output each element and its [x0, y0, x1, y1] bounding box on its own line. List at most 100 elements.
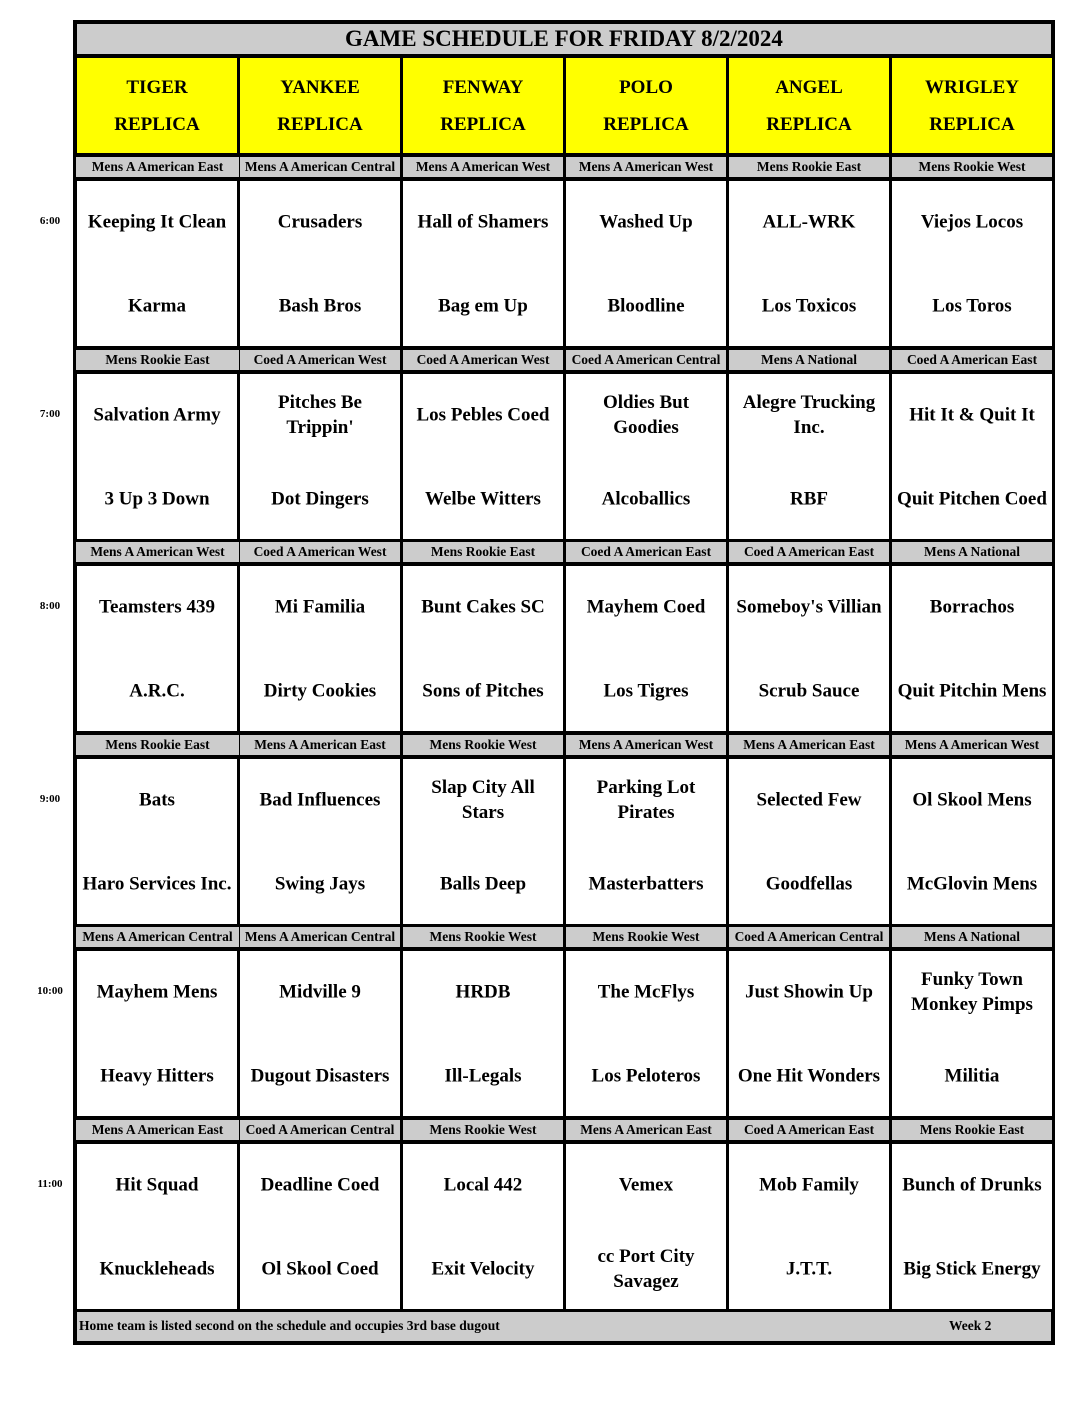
field-name-line: ANGEL	[775, 76, 843, 98]
division-label: Mens A American East	[240, 734, 400, 755]
game-cell: Mob Family J.T.T.	[729, 1143, 889, 1309]
time-label: 9:00	[39, 792, 61, 805]
team-away: Slap City All Stars	[431, 776, 535, 823]
game-cell: Keeping It Clean Karma	[77, 181, 237, 346]
team-away: Bad Influences	[259, 789, 381, 810]
team-home: Masterbatters	[588, 873, 704, 894]
team-home: Dirty Cookies	[263, 680, 377, 702]
division-label: Mens Rookie East	[76, 349, 239, 370]
team-away: Salvation Army	[93, 404, 221, 425]
division-label: Coed A American West	[403, 349, 563, 370]
division-label: Mens A American West	[566, 157, 726, 177]
team-home: Exit Velocity	[431, 1258, 535, 1279]
division-label: Mens A American East	[729, 734, 889, 755]
team-home: Swing Jays	[274, 873, 366, 894]
division-label: Mens A American West	[566, 734, 726, 755]
team-home: Los Peloteros	[591, 1065, 701, 1087]
team-home: Ill-Legals	[444, 1065, 522, 1087]
week-label: Week 2	[949, 1318, 992, 1333]
division-label: Coed A American Central	[566, 349, 726, 370]
game-cell: HRDB Ill-Legals	[403, 951, 563, 1116]
team-away: Hit Squad	[115, 1174, 199, 1195]
game-cell: Viejos Locos Los Toros	[892, 181, 1052, 346]
team-away: Funky Town Monkey Pimps	[911, 969, 1033, 1015]
team-home: Haro Services Inc.	[82, 873, 232, 894]
division-label: Mens Rookie West	[892, 157, 1052, 177]
team-away: Washed Up	[599, 211, 693, 233]
game-cell: Local 442 Exit Velocity	[403, 1143, 563, 1309]
game-cell: Hall of Shamers Bag em Up	[403, 181, 563, 346]
game-cell: Mayhem Coed Los Tigres	[566, 566, 726, 731]
team-home: Los Tigres	[603, 680, 689, 702]
team-home: cc Port City Savagez	[597, 1245, 695, 1292]
game-cell: Someboy's Villian Scrub Sauce	[729, 566, 889, 731]
game-cell: Hit It & Quit It Quit Pitchen Coed	[892, 373, 1052, 539]
team-home: Los Toros	[932, 295, 1012, 317]
field-name-line: WRIGLEY	[925, 76, 1019, 98]
team-away: Selected Few	[756, 789, 862, 810]
team-away: Viejos Locos	[920, 211, 1024, 233]
team-home: Bloodline	[607, 295, 685, 317]
division-label: Mens Rookie West	[566, 927, 726, 947]
team-home: One Hit Wonders	[737, 1065, 881, 1087]
field-header: ANGEL REPLICA	[729, 58, 889, 153]
team-away: Mi Familia	[274, 596, 366, 618]
page-title: GAME SCHEDULE FOR FRIDAY 8/2/2024	[77, 24, 1051, 54]
time-label: 7:00	[39, 407, 61, 420]
team-home: RBF	[790, 488, 828, 509]
team-away: Just Showin Up	[745, 981, 873, 1003]
time-label: 6:00	[39, 215, 61, 227]
division-label: Mens A American Central	[240, 927, 400, 947]
division-label: Mens A American Central	[240, 157, 400, 177]
team-away: HRDB	[455, 981, 511, 1003]
game-cell: Selected Few Goodfellas	[729, 758, 889, 924]
team-away: Oldies But Goodies	[602, 391, 690, 438]
division-label: Coed A American West	[240, 349, 400, 370]
team-away: Alegre Trucking Inc.	[742, 391, 876, 438]
game-cell: Washed Up Bloodline	[566, 181, 726, 346]
field-header: YANKEE REPLICA	[240, 58, 400, 153]
team-away: The McFlys	[597, 981, 695, 1003]
team-home: Bash Bros	[278, 295, 362, 317]
field-name-line: REPLICA	[929, 113, 1015, 135]
division-label: Mens A American West	[403, 157, 563, 177]
field-header: POLO REPLICA	[566, 58, 726, 153]
team-away: Keeping It Clean	[87, 211, 227, 233]
team-home: Los Toxicos	[761, 295, 857, 317]
division-label: Mens A American East	[566, 1119, 726, 1140]
division-label: Mens A American West	[76, 542, 239, 562]
time-label: 10:00	[37, 985, 63, 997]
team-home: McGlovin Mens	[906, 873, 1038, 894]
team-away: Vemex	[618, 1174, 674, 1195]
team-away: Teamsters 439	[99, 596, 215, 618]
team-away: Mayhem Coed	[586, 596, 706, 618]
game-cell: Teamsters 439 A.R.C.	[77, 566, 237, 731]
team-home: Militia	[944, 1065, 1000, 1087]
team-home: Sons of Pitches	[422, 680, 544, 702]
field-header: WRIGLEY REPLICA	[892, 58, 1052, 153]
team-away: Deadline Coed	[260, 1174, 380, 1195]
division-label: Coed A American Central	[240, 1119, 400, 1140]
game-cell: Hit Squad Knuckleheads	[77, 1143, 237, 1309]
game-cell: Vemex cc Port City Savagez	[566, 1143, 726, 1309]
team-home: Heavy Hitters	[100, 1065, 214, 1087]
division-label: Mens A American East	[76, 1119, 239, 1140]
team-away: ALL-WRK	[762, 211, 856, 233]
game-cell: Deadline Coed Ol Skool Coed	[240, 1143, 400, 1309]
field-name-line: POLO	[619, 76, 673, 98]
game-cell: Alegre Trucking Inc. RBF	[729, 373, 889, 539]
team-home: Karma	[127, 295, 187, 317]
team-away: Pitches Be Trippin'	[278, 391, 362, 438]
time-label: 11:00	[37, 1177, 63, 1190]
game-cell: Parking Lot Pirates Masterbatters	[566, 758, 726, 924]
field-header: TIGER REPLICA	[77, 58, 237, 153]
field-name-line: REPLICA	[440, 113, 526, 135]
footer: Home team is listed second on the schedu…	[77, 1312, 1051, 1341]
game-cell: Bunt Cakes SC Sons of Pitches	[403, 566, 563, 731]
team-home: Knuckleheads	[99, 1258, 215, 1279]
team-home: J.T.T.	[785, 1258, 833, 1279]
division-label: Mens A National	[892, 542, 1052, 562]
team-home: Goodfellas	[765, 873, 853, 894]
field-name-line: REPLICA	[766, 113, 852, 135]
